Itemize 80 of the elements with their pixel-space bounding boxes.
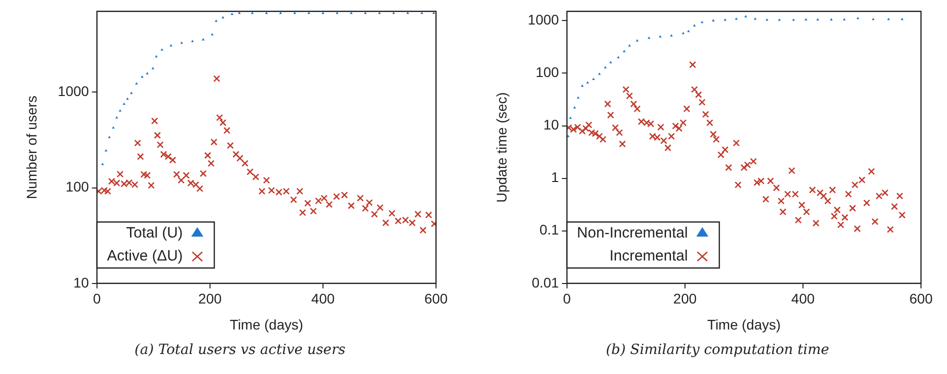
point [420,12,424,14]
point [350,12,353,14]
point [118,109,122,112]
point [180,41,184,44]
point [146,72,149,74]
point [648,36,650,39]
point [616,56,620,58]
point [214,19,218,22]
point [432,12,436,14]
point [135,82,138,85]
y-axis-title: Update time (sec) [493,92,510,203]
point [636,39,639,42]
point [336,12,338,14]
x-axis-title: Time (days) [230,316,304,332]
point [766,18,768,21]
y-tick-label: 10 [543,116,560,133]
point [734,17,738,20]
point [250,12,254,14]
point [392,12,396,14]
y-tick-label: 0.1 [539,222,560,238]
y-tick-label: 100 [66,178,90,195]
x-tick-label: 200 [198,290,222,307]
y-tick-label: 10 [73,274,90,290]
x-tick-label: 600 [424,290,448,307]
point [604,66,607,68]
legend-label: Incremental [609,248,688,265]
point [754,17,757,20]
legend-label: Active (ΔU) [106,248,183,265]
y-tick-label: 1000 [58,83,90,100]
point [778,18,781,21]
point [682,32,685,34]
y-axis-title: Number of users [23,96,40,200]
point [609,60,612,64]
y-tick-label: 1000 [528,12,560,28]
point [307,12,310,14]
point [130,92,133,94]
x-tick-label: 0 [563,290,572,307]
point [687,30,690,32]
point [238,12,241,14]
point [126,97,129,100]
y-tick-label: 100 [536,64,560,80]
point [322,12,324,14]
point [122,102,126,105]
x-tick-label: 400 [791,290,815,307]
text: (b) Similarity computation time [604,342,830,358]
point [628,44,631,47]
x-tick-label: 0 [93,290,102,307]
x-tick-label: 600 [909,290,933,307]
y-tick-label: 0.01 [532,274,560,290]
point [887,18,890,20]
point [900,18,904,20]
legend-label: Non-Incremental [576,224,688,242]
point [842,18,846,20]
point [265,12,268,14]
point [152,66,154,70]
x-tick-label: 200 [673,290,697,307]
y-tick-label: 1 [551,169,560,186]
point [724,18,726,21]
point [230,12,234,16]
point [112,126,115,129]
point [670,34,673,37]
point [101,162,104,166]
point [580,84,584,87]
point [569,116,572,119]
point [364,12,367,14]
x-tick-label: 400 [311,290,335,307]
point [170,44,172,47]
x-axis-title: Time (days) [707,316,781,332]
text: (a) Total users vs active users [134,342,346,358]
point [378,12,381,14]
point [293,12,296,14]
point [872,18,875,20]
point [792,18,795,21]
point [804,18,808,21]
point [573,106,576,109]
point [406,12,410,14]
point [279,12,282,14]
point [104,149,108,152]
point [816,18,820,21]
legend-label: Total (U) [126,224,183,242]
